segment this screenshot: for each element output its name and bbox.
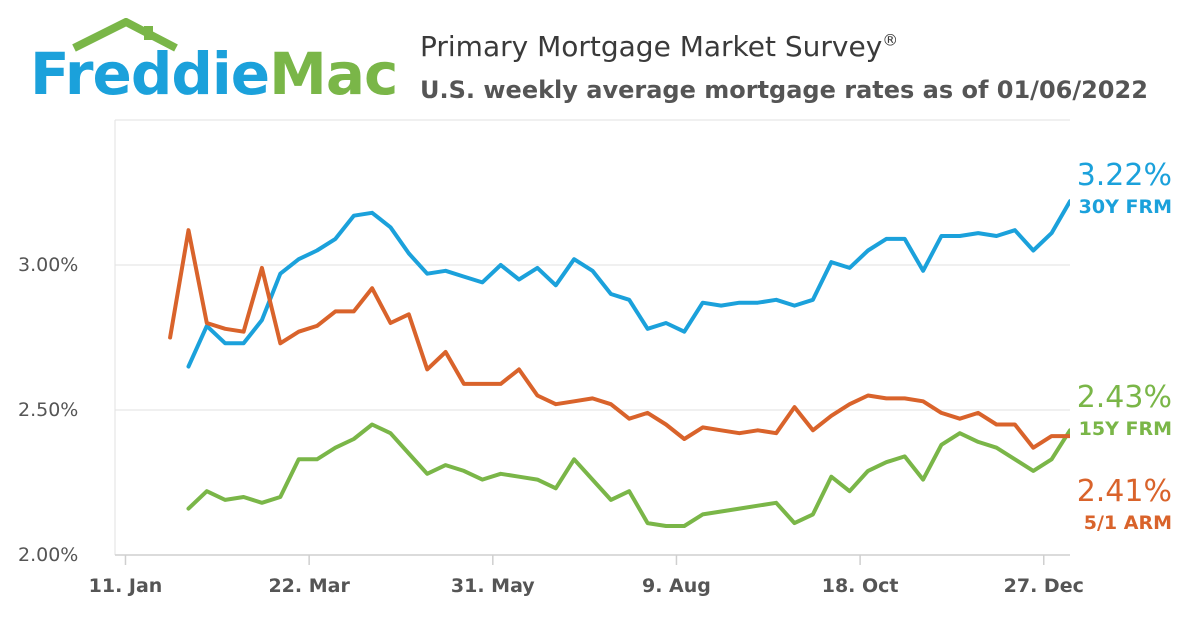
logo-wordmark: FreddieMac	[30, 40, 398, 108]
x-tick-label: 22. Mar	[268, 575, 350, 597]
registered-mark: ®	[882, 30, 899, 50]
chart-title: Primary Mortgage Market Survey®	[420, 30, 898, 63]
grid-lines	[114, 119, 1070, 556]
y-tick-label: 2.00%	[18, 544, 78, 566]
series-name-5-1-arm: 5/1 ARM	[1084, 512, 1172, 534]
series-group	[168, 199, 1070, 528]
chart-title-text: Primary Mortgage Market Survey	[420, 30, 883, 63]
logo-text-freddie: Freddie	[30, 40, 270, 108]
series-name-30y-frm: 30Y FRM	[1079, 196, 1172, 218]
x-tick-label: 11. Jan	[89, 575, 163, 597]
end-value-5-1-arm: 2.41%	[1077, 474, 1172, 509]
x-tick-label: 9. Aug	[642, 575, 711, 597]
freddie-mac-logo: FreddieMac	[26, 17, 398, 108]
end-labels: 3.22% 30Y FRM 2.43% 15Y FRM 2.41% 5/1 ARM	[1077, 158, 1172, 534]
end-value-30y-frm: 3.22%	[1077, 158, 1172, 193]
x-tick-label: 18. Oct	[822, 575, 899, 597]
series-name-15y-frm: 15Y FRM	[1079, 418, 1172, 440]
logo-text-mac: Mac	[269, 40, 398, 108]
x-tick-label: 27. Dec	[1004, 575, 1084, 597]
axes: 2.00% 2.50% 3.00% 11. Jan 22. Mar 31. May 9. A…	[18, 254, 1084, 597]
logo-house-icon	[72, 17, 178, 52]
end-value-15y-frm: 2.43%	[1077, 380, 1172, 415]
series-line-30y-frm	[186, 199, 1070, 369]
series-line-15y-frm	[186, 422, 1070, 528]
y-tick-label: 3.00%	[18, 254, 78, 276]
chart-subtitle: U.S. weekly average mortgage rates as of…	[420, 76, 1148, 104]
series-line-5-1-arm	[168, 228, 1070, 450]
x-tick-label: 31. May	[451, 575, 535, 597]
y-tick-label: 2.50%	[18, 399, 78, 421]
